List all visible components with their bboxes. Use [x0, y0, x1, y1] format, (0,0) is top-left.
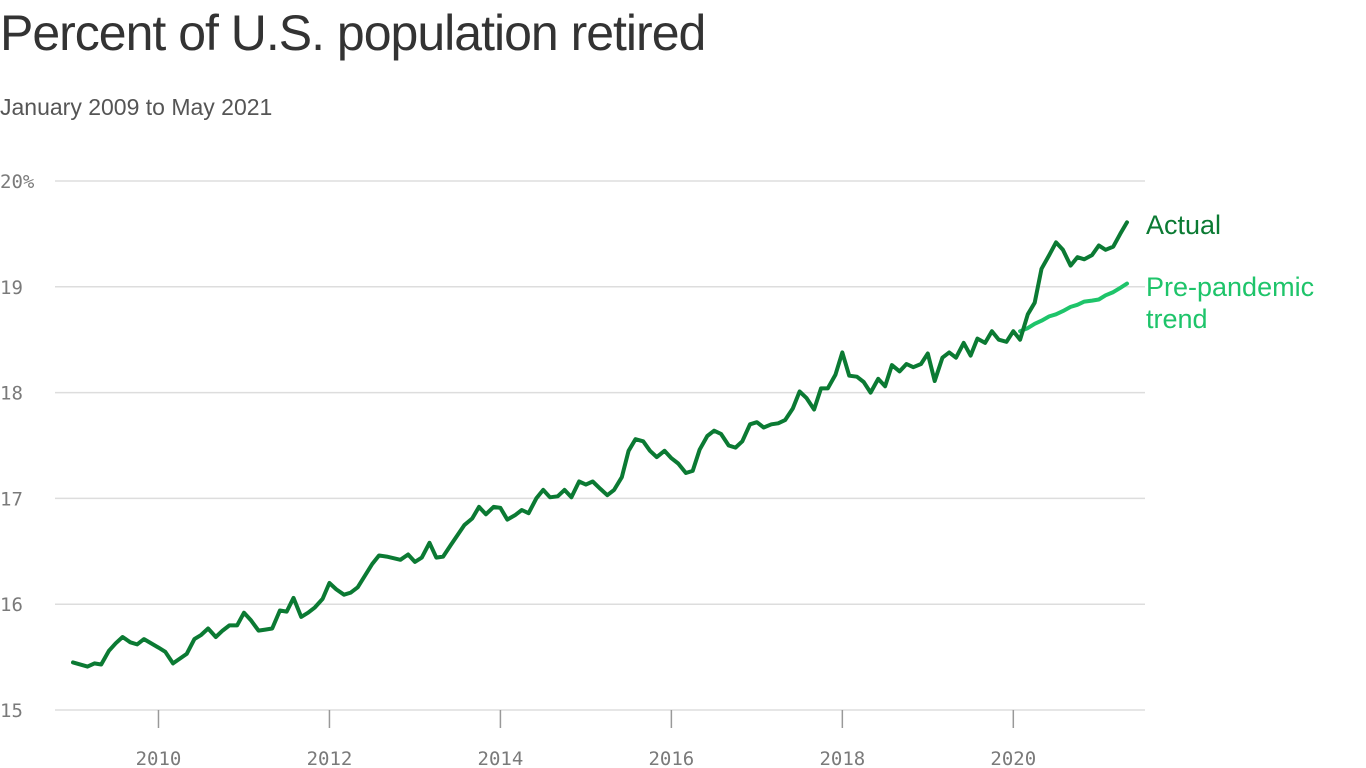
series-label-trend: Pre-pandemic trend	[1146, 272, 1314, 334]
series-label-actual: Actual	[1146, 210, 1221, 240]
x-axis: 2010 2012 2014 2016 2018 2020	[136, 710, 1036, 768]
gridlines	[55, 180, 1145, 711]
x-tick-label: 2010	[136, 748, 182, 768]
chart-title: Percent of U.S. population retired	[0, 5, 706, 61]
y-tick-label: 15	[0, 700, 23, 722]
chart-subtitle: January 2009 to May 2021	[0, 94, 273, 120]
x-tick-label: 2016	[648, 748, 694, 768]
y-tick-label: 19	[0, 277, 23, 299]
x-tick-label: 2012	[307, 748, 353, 768]
series-line-actual	[71, 220, 1129, 669]
series-lines	[71, 220, 1129, 669]
x-tick-label: 2018	[819, 748, 865, 768]
series-labels: Actual Pre-pandemic trend	[1146, 210, 1314, 334]
y-tick-label: 20%	[0, 171, 35, 193]
y-tick-label: 16	[0, 594, 23, 616]
y-tick-label: 18	[0, 383, 23, 405]
y-tick-label: 17	[0, 488, 23, 510]
y-axis: 15 16 17 18 19 20%	[0, 171, 35, 722]
series-line-trend	[1018, 281, 1129, 334]
x-tick-label: 2014	[478, 748, 524, 768]
x-tick-label: 2020	[990, 748, 1036, 768]
